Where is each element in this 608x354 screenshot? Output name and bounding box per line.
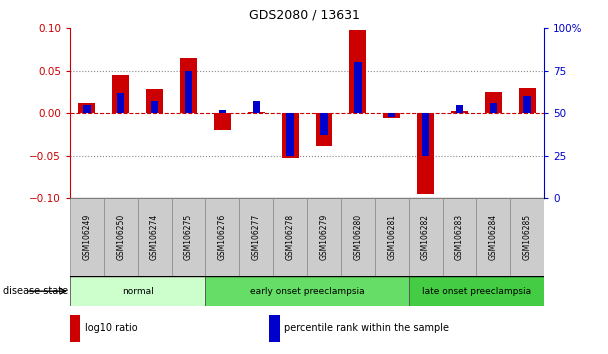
Bar <box>273 198 307 276</box>
Text: GSM106279: GSM106279 <box>319 214 328 260</box>
Bar <box>451 111 468 113</box>
Bar <box>282 113 299 158</box>
Bar <box>214 113 231 130</box>
Bar <box>375 198 409 276</box>
Bar <box>206 198 240 276</box>
Bar <box>417 113 434 194</box>
Bar <box>422 113 429 156</box>
Bar <box>206 276 409 306</box>
Bar <box>137 198 171 276</box>
Text: GSM106249: GSM106249 <box>82 214 91 260</box>
Bar <box>316 113 333 145</box>
Bar <box>443 198 477 276</box>
Bar <box>146 90 163 113</box>
Text: GSM106283: GSM106283 <box>455 214 464 260</box>
Text: log10 ratio: log10 ratio <box>85 323 138 333</box>
Bar <box>219 110 226 113</box>
Bar <box>456 105 463 113</box>
Bar <box>70 276 206 306</box>
Bar <box>185 71 192 113</box>
Text: late onset preeclampsia: late onset preeclampsia <box>422 287 531 296</box>
Bar <box>307 198 341 276</box>
Text: GSM106285: GSM106285 <box>523 214 532 260</box>
Bar <box>151 101 158 113</box>
Text: percentile rank within the sample: percentile rank within the sample <box>285 323 449 333</box>
Text: disease state: disease state <box>3 286 68 296</box>
Bar <box>252 101 260 113</box>
Text: GSM106274: GSM106274 <box>150 214 159 260</box>
Bar <box>354 62 362 113</box>
Bar <box>180 58 197 113</box>
Text: GSM106280: GSM106280 <box>353 214 362 260</box>
Bar <box>320 113 328 135</box>
Bar <box>409 276 544 306</box>
Text: GSM106276: GSM106276 <box>218 214 227 260</box>
Bar <box>519 88 536 113</box>
Bar <box>383 113 400 118</box>
Text: GSM106277: GSM106277 <box>252 214 261 260</box>
Text: GSM106250: GSM106250 <box>116 214 125 260</box>
Bar <box>341 198 375 276</box>
Bar <box>104 198 137 276</box>
Text: early onset preeclampsia: early onset preeclampsia <box>250 287 364 296</box>
Bar <box>248 112 264 113</box>
Bar <box>286 113 294 156</box>
Text: GSM106275: GSM106275 <box>184 214 193 260</box>
Text: GSM106284: GSM106284 <box>489 214 498 260</box>
Bar <box>477 198 510 276</box>
Bar <box>83 105 91 113</box>
Bar <box>112 75 129 113</box>
Bar <box>117 93 125 113</box>
Bar <box>409 198 443 276</box>
Text: GSM106278: GSM106278 <box>286 214 295 260</box>
Bar <box>350 30 366 113</box>
Bar <box>78 103 95 113</box>
Bar <box>240 198 273 276</box>
Bar <box>70 198 104 276</box>
Bar <box>70 315 80 342</box>
Bar <box>485 92 502 113</box>
Text: GDS2080 / 13631: GDS2080 / 13631 <box>249 9 359 22</box>
Bar <box>510 198 544 276</box>
Bar <box>171 198 206 276</box>
Text: GSM106281: GSM106281 <box>387 214 396 260</box>
Bar <box>489 103 497 113</box>
Bar <box>269 315 280 342</box>
Text: GSM106282: GSM106282 <box>421 214 430 260</box>
Bar <box>523 96 531 113</box>
Bar <box>388 113 395 117</box>
Text: normal: normal <box>122 287 154 296</box>
